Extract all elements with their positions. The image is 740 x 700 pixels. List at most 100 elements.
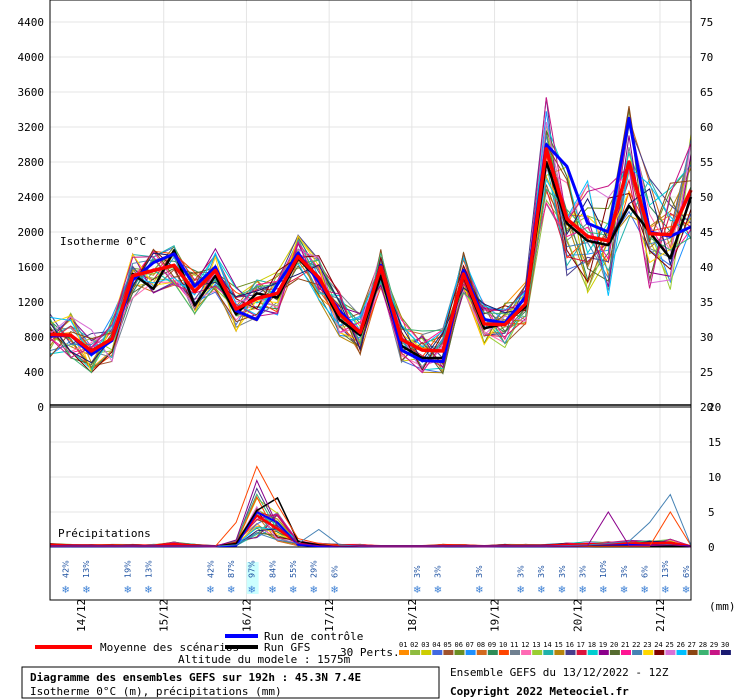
iso-y-tick: 2400 — [18, 191, 45, 204]
iso-right-tick: 25 — [700, 366, 713, 379]
member-line-14 — [49, 162, 692, 359]
snow-pct-label: 3% — [413, 565, 422, 578]
member-color-legend: 01 02 03 04 05 06 07 08 09 10 11 12 13 14 15 16 17 18 19 20… — [399, 641, 731, 655]
iso-right-tick: 35 — [700, 296, 713, 309]
iso-y-tick: 4000 — [18, 51, 45, 64]
member-color-swatch — [487, 650, 498, 655]
legend-control-label: Run de contrôle — [264, 630, 363, 643]
isotherm-label: Isotherme 0°C — [60, 235, 146, 248]
snowflake-icon: ❄ — [682, 585, 690, 596]
iso-y-tick: 3600 — [18, 86, 45, 99]
member-color-swatch — [432, 650, 443, 655]
iso-right-tick: 75 — [700, 16, 713, 29]
member-id-label: 28 — [699, 641, 707, 649]
member-color-swatch — [598, 650, 609, 655]
snow-pct-label: 42% — [206, 560, 215, 578]
legend-gfs-label: Run GFS — [264, 641, 310, 654]
iso-y-tick: 1200 — [18, 296, 45, 309]
member-color-swatch — [687, 650, 698, 655]
member-id-label: 02 — [410, 641, 418, 649]
member-color-swatch — [498, 650, 509, 655]
member-id-label: 06 — [455, 641, 463, 649]
snow-pct-label: 6% — [641, 565, 650, 578]
snow-pct-label: 10% — [599, 560, 608, 578]
plot-frames — [49, 0, 692, 601]
member-id-label: 08 — [477, 641, 485, 649]
footer-title: Diagramme des ensembles GEFS sur 192h : … — [30, 671, 361, 684]
snow-pct-label: 19% — [124, 560, 133, 578]
snowflake-icon: ❄ — [516, 585, 524, 596]
snow-pct-label: 3% — [558, 565, 567, 578]
snow-probability-row: 42% ❄ 13% ❄ 19% ❄ 13% ❄ 42% ❄ 87% ❄ 97% ❄ 84% ❄ 55% ❄ 29% ❄… — [62, 560, 691, 596]
snowflake-icon: ❄ — [289, 585, 297, 596]
snow-pct-label: 87% — [227, 560, 236, 578]
precip-grid — [50, 406, 691, 548]
member-color-swatch — [576, 650, 587, 655]
iso-series-2 — [49, 160, 693, 360]
precip-right-tick: 20 — [708, 401, 721, 414]
snowflake-icon: ❄ — [620, 585, 628, 596]
snow-pct-label: 3% — [578, 565, 587, 578]
snow-pct-label: 3% — [434, 565, 443, 578]
snowflake-icon: ❄ — [82, 585, 90, 596]
member-id-label: 24 — [654, 641, 662, 649]
iso-series-0 — [49, 147, 693, 353]
member-id-label: 19 — [599, 641, 607, 649]
member-id-label: 22 — [632, 641, 640, 649]
iso-right-tick: 60 — [700, 121, 713, 134]
x-date-label: 18/12 — [406, 599, 419, 632]
member-color-swatch — [510, 650, 520, 655]
precip-right-tick: 10 — [708, 471, 721, 484]
member-color-swatch — [532, 650, 543, 655]
copyright-label: Copyright 2022 Meteociel.fr — [450, 685, 629, 698]
member-color-swatch — [654, 650, 665, 655]
member-color-swatch — [665, 650, 676, 655]
isotherm-main-lines — [49, 116, 693, 363]
snow-pct-label: 13% — [144, 560, 153, 578]
legend: Moyenne des scénarios Run de contrôle Ru… — [35, 630, 731, 666]
member-color-swatch — [587, 650, 598, 655]
snow-pct-label: 3% — [537, 565, 546, 578]
iso-right-tick: 45 — [700, 226, 713, 239]
iso-y-tick: 400 — [24, 366, 44, 379]
member-id-label: 03 — [421, 641, 429, 649]
iso-right-tick: 65 — [700, 86, 713, 99]
snowflake-icon: ❄ — [599, 585, 607, 596]
x-date-label: 21/12 — [654, 599, 667, 632]
member-id-label: 07 — [466, 641, 474, 649]
snow-pct-label: 3% — [516, 565, 525, 578]
iso-frame — [49, 0, 692, 408]
member-color-swatch — [698, 650, 709, 655]
snowflake-icon: ❄ — [227, 585, 235, 596]
member-id-label: 23 — [643, 641, 651, 649]
precip-right-tick: 15 — [708, 436, 721, 449]
x-date-label: 17/12 — [323, 599, 336, 632]
snow-pct-label: 13% — [82, 560, 91, 578]
snowflake-icon: ❄ — [558, 585, 566, 596]
snow-pct-label: 29% — [310, 560, 319, 578]
snowflake-icon: ❄ — [330, 585, 338, 596]
snow-highlight — [246, 562, 259, 594]
member-id-label: 04 — [432, 641, 440, 649]
x-date-label: 14/12 — [75, 599, 88, 632]
snowflake-icon: ❄ — [310, 585, 318, 596]
axis-labels: 0400800120016002000240028003200360040004… — [18, 16, 722, 632]
snowflake-icon: ❄ — [413, 585, 421, 596]
member-id-label: 11 — [510, 641, 518, 649]
precip-label: Précipitations — [58, 527, 151, 540]
isotherm-member-lines — [49, 97, 692, 375]
snowflake-icon: ❄ — [62, 585, 70, 596]
member-id-label: 12 — [521, 641, 529, 649]
snowflake-icon: ❄ — [124, 585, 132, 596]
member-color-swatch — [410, 650, 421, 655]
iso-y-tick: 1600 — [18, 261, 45, 274]
snow-pct-label: 13% — [661, 560, 670, 578]
member-color-swatch — [632, 650, 643, 655]
snow-pct-label: 3% — [620, 565, 629, 578]
perturbations-label: 30 Perts. — [340, 646, 400, 659]
iso-y-tick: 2000 — [18, 226, 45, 239]
mm-unit-label: (mm) — [709, 600, 736, 613]
iso-right-tick: 40 — [700, 261, 713, 274]
x-date-label: 16/12 — [240, 599, 253, 632]
altitude-label: Altitude du modele : 1575m — [178, 653, 351, 666]
